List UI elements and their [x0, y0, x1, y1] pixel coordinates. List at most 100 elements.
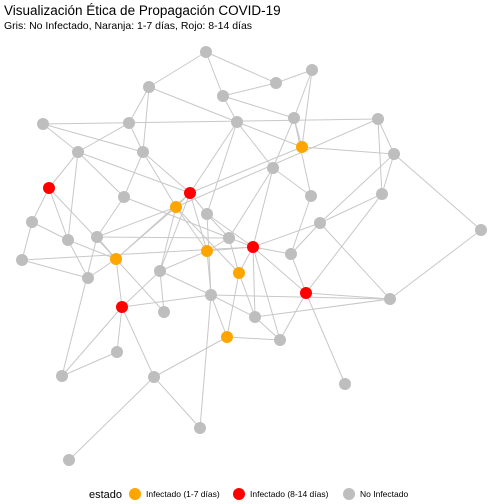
- network-edge: [48, 187, 117, 260]
- network-edge: [226, 336, 281, 341]
- node-infected-1-7: [110, 253, 122, 265]
- node-not-infected: [62, 234, 74, 246]
- network-edge: [290, 222, 321, 255]
- network-edge: [319, 153, 395, 224]
- network-edge: [175, 118, 379, 208]
- node-not-infected: [274, 334, 286, 346]
- network-edge: [252, 222, 321, 248]
- network-edge: [67, 239, 89, 279]
- network-edge: [252, 246, 256, 318]
- node-not-infected: [200, 46, 212, 58]
- network-edge: [238, 272, 256, 318]
- node-not-infected: [91, 231, 103, 243]
- network-edge: [222, 82, 277, 97]
- network-edge: [210, 294, 228, 338]
- network-edge: [279, 292, 307, 341]
- network-edge: [31, 187, 50, 223]
- node-not-infected: [285, 248, 297, 260]
- network-edge: [31, 221, 69, 241]
- legend-label-red: Infectado (8-14 días): [250, 489, 329, 499]
- network-edge: [115, 258, 123, 308]
- node-not-infected: [63, 454, 75, 466]
- node-infected-1-7: [296, 141, 308, 153]
- network-edge: [48, 151, 79, 189]
- network-edge: [61, 236, 98, 377]
- node-not-infected: [223, 232, 235, 244]
- legend-title: estado: [89, 489, 123, 501]
- node-not-infected: [249, 311, 261, 323]
- node-not-infected: [154, 265, 166, 277]
- network-edge: [210, 294, 391, 300]
- network-edge: [206, 250, 212, 296]
- legend-label-orange: Infectado (1-7 días): [146, 489, 220, 499]
- network-edge: [128, 86, 150, 124]
- node-not-infected: [82, 272, 94, 284]
- network-edge: [142, 151, 177, 208]
- node-not-infected: [372, 113, 384, 125]
- network-edge: [77, 122, 130, 153]
- network-edge: [222, 95, 295, 119]
- network-edge: [226, 272, 240, 338]
- network-edge: [252, 167, 274, 248]
- network-edge: [159, 206, 177, 272]
- network-edge: [189, 146, 303, 194]
- network-edge: [236, 121, 303, 148]
- network-edge: [175, 206, 240, 274]
- legend-label-gray: No Infectado: [360, 489, 409, 499]
- network-edge: [48, 187, 69, 241]
- network-edge: [67, 239, 117, 260]
- network-edge: [275, 69, 313, 84]
- legend-item-orange: Infectado (1-7 días): [129, 488, 220, 500]
- node-not-infected: [158, 306, 170, 318]
- node-infected-1-7: [233, 267, 245, 279]
- network-edge: [305, 292, 346, 385]
- node-not-infected: [26, 216, 38, 228]
- chart-title: Visualización Ética de Propagación COVID…: [4, 3, 281, 18]
- node-not-infected: [305, 190, 317, 202]
- network-edge: [205, 51, 224, 97]
- edges-layer: [21, 51, 482, 461]
- network-edge: [206, 213, 254, 248]
- network-edge: [210, 294, 256, 318]
- node-infected-8-14: [116, 301, 128, 313]
- network-edge: [121, 306, 155, 378]
- legend: estado Infectado (1-7 días) Infectado (8…: [0, 484, 504, 504]
- network-edge: [61, 351, 118, 377]
- node-infected-1-7: [170, 201, 182, 213]
- network-edge: [272, 117, 295, 169]
- network-edge: [393, 153, 482, 231]
- network-edge: [61, 306, 123, 377]
- network-edge: [205, 51, 277, 84]
- node-not-infected: [270, 77, 282, 89]
- node-not-infected: [267, 162, 279, 174]
- node-not-infected: [123, 117, 135, 129]
- node-not-infected: [231, 116, 243, 128]
- network-edge: [21, 221, 33, 261]
- network-edge: [252, 246, 292, 255]
- network-edge: [389, 229, 482, 300]
- network-edge: [305, 193, 383, 294]
- node-not-infected: [475, 224, 487, 236]
- node-infected-1-7: [201, 245, 213, 257]
- network-edge: [319, 222, 391, 300]
- network-edge: [236, 121, 274, 169]
- network-edge: [121, 270, 161, 308]
- network-edge: [159, 270, 165, 313]
- network-edge: [142, 151, 191, 194]
- network-edge: [159, 270, 212, 296]
- network-edge: [153, 336, 228, 378]
- network-edge: [206, 121, 238, 215]
- nodes-layer: [16, 46, 487, 466]
- node-not-infected: [143, 81, 155, 93]
- network-edge: [319, 193, 383, 224]
- network-edge: [301, 146, 395, 155]
- network-edge: [189, 121, 238, 194]
- network-edge: [42, 123, 79, 153]
- legend-item-gray: No Infectado: [343, 488, 408, 500]
- legend-swatch-orange: [129, 488, 141, 500]
- network-edge: [148, 51, 207, 88]
- node-not-infected: [205, 289, 217, 301]
- network-edge: [148, 86, 238, 123]
- network-edge: [159, 192, 191, 272]
- node-not-infected: [148, 371, 160, 383]
